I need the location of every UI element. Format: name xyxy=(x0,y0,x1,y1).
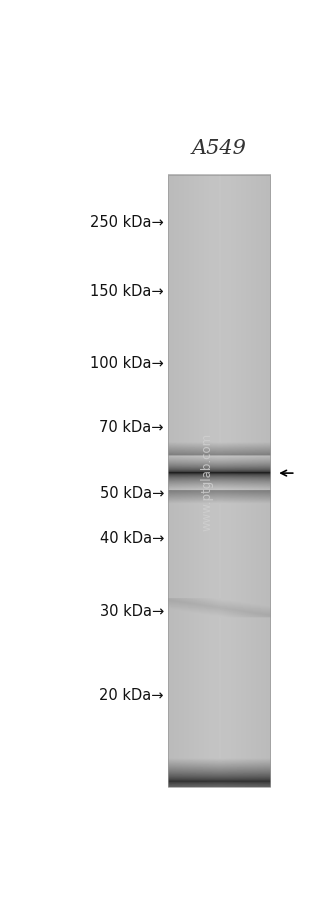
Text: www.ptglab.com: www.ptglab.com xyxy=(200,433,213,530)
Text: 20 kDa→: 20 kDa→ xyxy=(99,686,164,702)
Text: 250 kDa→: 250 kDa→ xyxy=(90,215,164,230)
Text: 150 kDa→: 150 kDa→ xyxy=(90,284,164,299)
Bar xyxy=(168,176,270,787)
Text: 50 kDa→: 50 kDa→ xyxy=(100,485,164,501)
Text: 40 kDa→: 40 kDa→ xyxy=(100,530,164,545)
Text: A549: A549 xyxy=(191,139,247,158)
Text: 30 kDa→: 30 kDa→ xyxy=(100,603,164,618)
Text: 70 kDa→: 70 kDa→ xyxy=(99,420,164,435)
Text: 100 kDa→: 100 kDa→ xyxy=(90,356,164,371)
